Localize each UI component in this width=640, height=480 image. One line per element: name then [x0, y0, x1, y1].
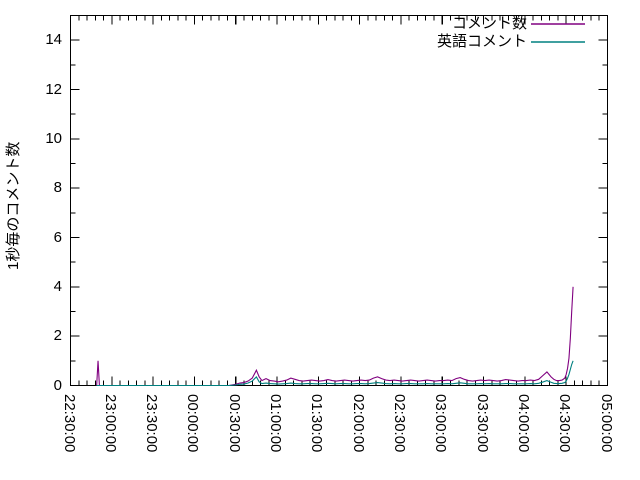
x-tick-label: 03:30:00 — [473, 393, 491, 452]
series-line-1 — [96, 360, 574, 387]
y-tick-label: 14 — [45, 31, 62, 49]
series-line-0 — [96, 286, 574, 387]
y-tick-label: 4 — [53, 277, 62, 295]
y-tick-label: 12 — [45, 80, 62, 98]
x-tick-label: 00:00:00 — [184, 393, 202, 452]
y-tick-label: 0 — [53, 376, 62, 394]
y-tick-label: 8 — [53, 179, 62, 197]
plot-frame — [69, 14, 609, 387]
x-tick-label: 04:30:00 — [556, 393, 574, 452]
x-tick-label: 03:00:00 — [432, 393, 450, 452]
x-tick-label: 23:30:00 — [143, 393, 161, 452]
x-tick-label: 22:30:00 — [60, 393, 78, 452]
x-tick-label: 01:00:00 — [267, 393, 285, 452]
x-tick-label: 23:00:00 — [101, 393, 119, 452]
y-tick-label: 10 — [45, 129, 62, 147]
x-tick-label: 02:30:00 — [390, 393, 408, 452]
x-tick-label: 02:00:00 — [349, 393, 367, 452]
legend-label-0: コメント数 — [451, 15, 527, 32]
y-tick-label: 2 — [53, 327, 62, 345]
legend-label-1: 英語コメント — [436, 33, 527, 50]
x-tick-label: 00:30:00 — [225, 393, 243, 452]
y-axis-label: 1秒毎のコメント数 — [5, 141, 22, 270]
y-tick-label: 6 — [53, 228, 62, 246]
x-tick-label: 01:30:00 — [308, 393, 326, 452]
x-tick-label: 05:00:00 — [597, 393, 615, 452]
x-tick-label: 04:00:00 — [514, 393, 532, 452]
